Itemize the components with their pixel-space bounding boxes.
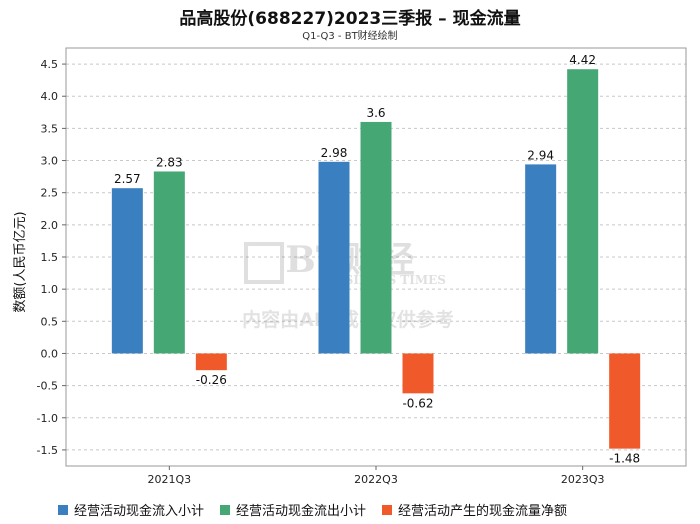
data-labels: 2.57 2.83 -0.26 2.98 3.6 -0.62 2.94 4.42 -1.48	[114, 53, 640, 465]
legend-swatch	[220, 504, 231, 515]
x-tick-label: 2021Q3	[148, 473, 192, 486]
y-tick-label: -1.5	[37, 444, 58, 457]
bar-2022Q3-series-0	[318, 161, 350, 354]
legend-label: 经营活动现金流出小计	[236, 504, 367, 519]
y-tick-label: 0.0	[41, 347, 59, 360]
legend-swatch	[58, 504, 68, 515]
legend-label: 经营活动现金流入小计	[74, 504, 205, 519]
legend-item-2: 经营活动产生的现金流量净额	[382, 500, 567, 519]
legend-label: 经营活动产生的现金流量净额	[398, 504, 568, 519]
y-tick-label: 0.5	[41, 315, 59, 328]
legend-item-1: 经营活动现金流出小计	[220, 500, 366, 519]
data-label: 2.57	[114, 172, 141, 186]
chart-subtitle: Q1-Q3 - BT财经绘制	[302, 31, 398, 42]
bar-2022Q3-series-2	[402, 353, 434, 394]
chart-title: 品高股份(688227)2023三季报 – 现金流量	[179, 9, 521, 29]
bar-2023Q3-series-0	[525, 164, 557, 354]
y-tick-label: 2.0	[41, 219, 59, 232]
bar-2021Q3-series-1	[153, 171, 185, 354]
bar-2022Q3-series-1	[360, 121, 392, 354]
y-tick-label: 1.0	[41, 283, 59, 296]
bar-2021Q3-series-0	[111, 188, 143, 354]
bar-2023Q3-series-2	[609, 353, 641, 449]
data-label: 3.6	[366, 106, 385, 120]
y-tick-label: 3.0	[41, 155, 59, 168]
bar-2021Q3-series-2	[195, 353, 227, 371]
y-tick-label: -1.0	[37, 412, 58, 425]
y-tick-label: -0.5	[37, 380, 58, 393]
y-tick-label: 4.5	[41, 58, 59, 71]
axes: 4.5 4.0 3.5 3.0 2.5 2.0 1.5 1.0 0.5 0.0 -0.5 -1.0 -1…	[37, 47, 687, 486]
data-label: 2.98	[321, 146, 348, 160]
watermark-logo-mark	[244, 242, 284, 284]
x-tick-label: 2023Q3	[561, 473, 605, 486]
legend: 经营活动现金流入小计 经营活动现金流出小计 经营活动产生的现金流量净额	[58, 500, 567, 519]
legend-item-0: 经营活动现金流入小计	[58, 500, 204, 519]
data-label: -1.48	[609, 452, 640, 466]
legend-swatch	[382, 504, 393, 515]
y-tick-label: 1.5	[41, 251, 59, 264]
y-tick-label: 3.5	[41, 122, 59, 135]
bars	[111, 69, 641, 449]
data-label: -0.62	[402, 396, 433, 410]
y-tick-label: 4.0	[41, 90, 59, 103]
x-tick-label: 2022Q3	[354, 473, 398, 486]
data-label: 2.94	[527, 148, 554, 162]
watermark-logo: BT财经	[285, 239, 414, 281]
y-axis-label: 数额(人民币亿元)	[13, 211, 28, 312]
data-label: 4.42	[569, 53, 596, 67]
data-label: -0.26	[196, 373, 227, 387]
data-label: 2.83	[156, 155, 183, 169]
bar-2023Q3-series-1	[567, 69, 599, 354]
y-tick-label: 2.5	[41, 187, 59, 200]
